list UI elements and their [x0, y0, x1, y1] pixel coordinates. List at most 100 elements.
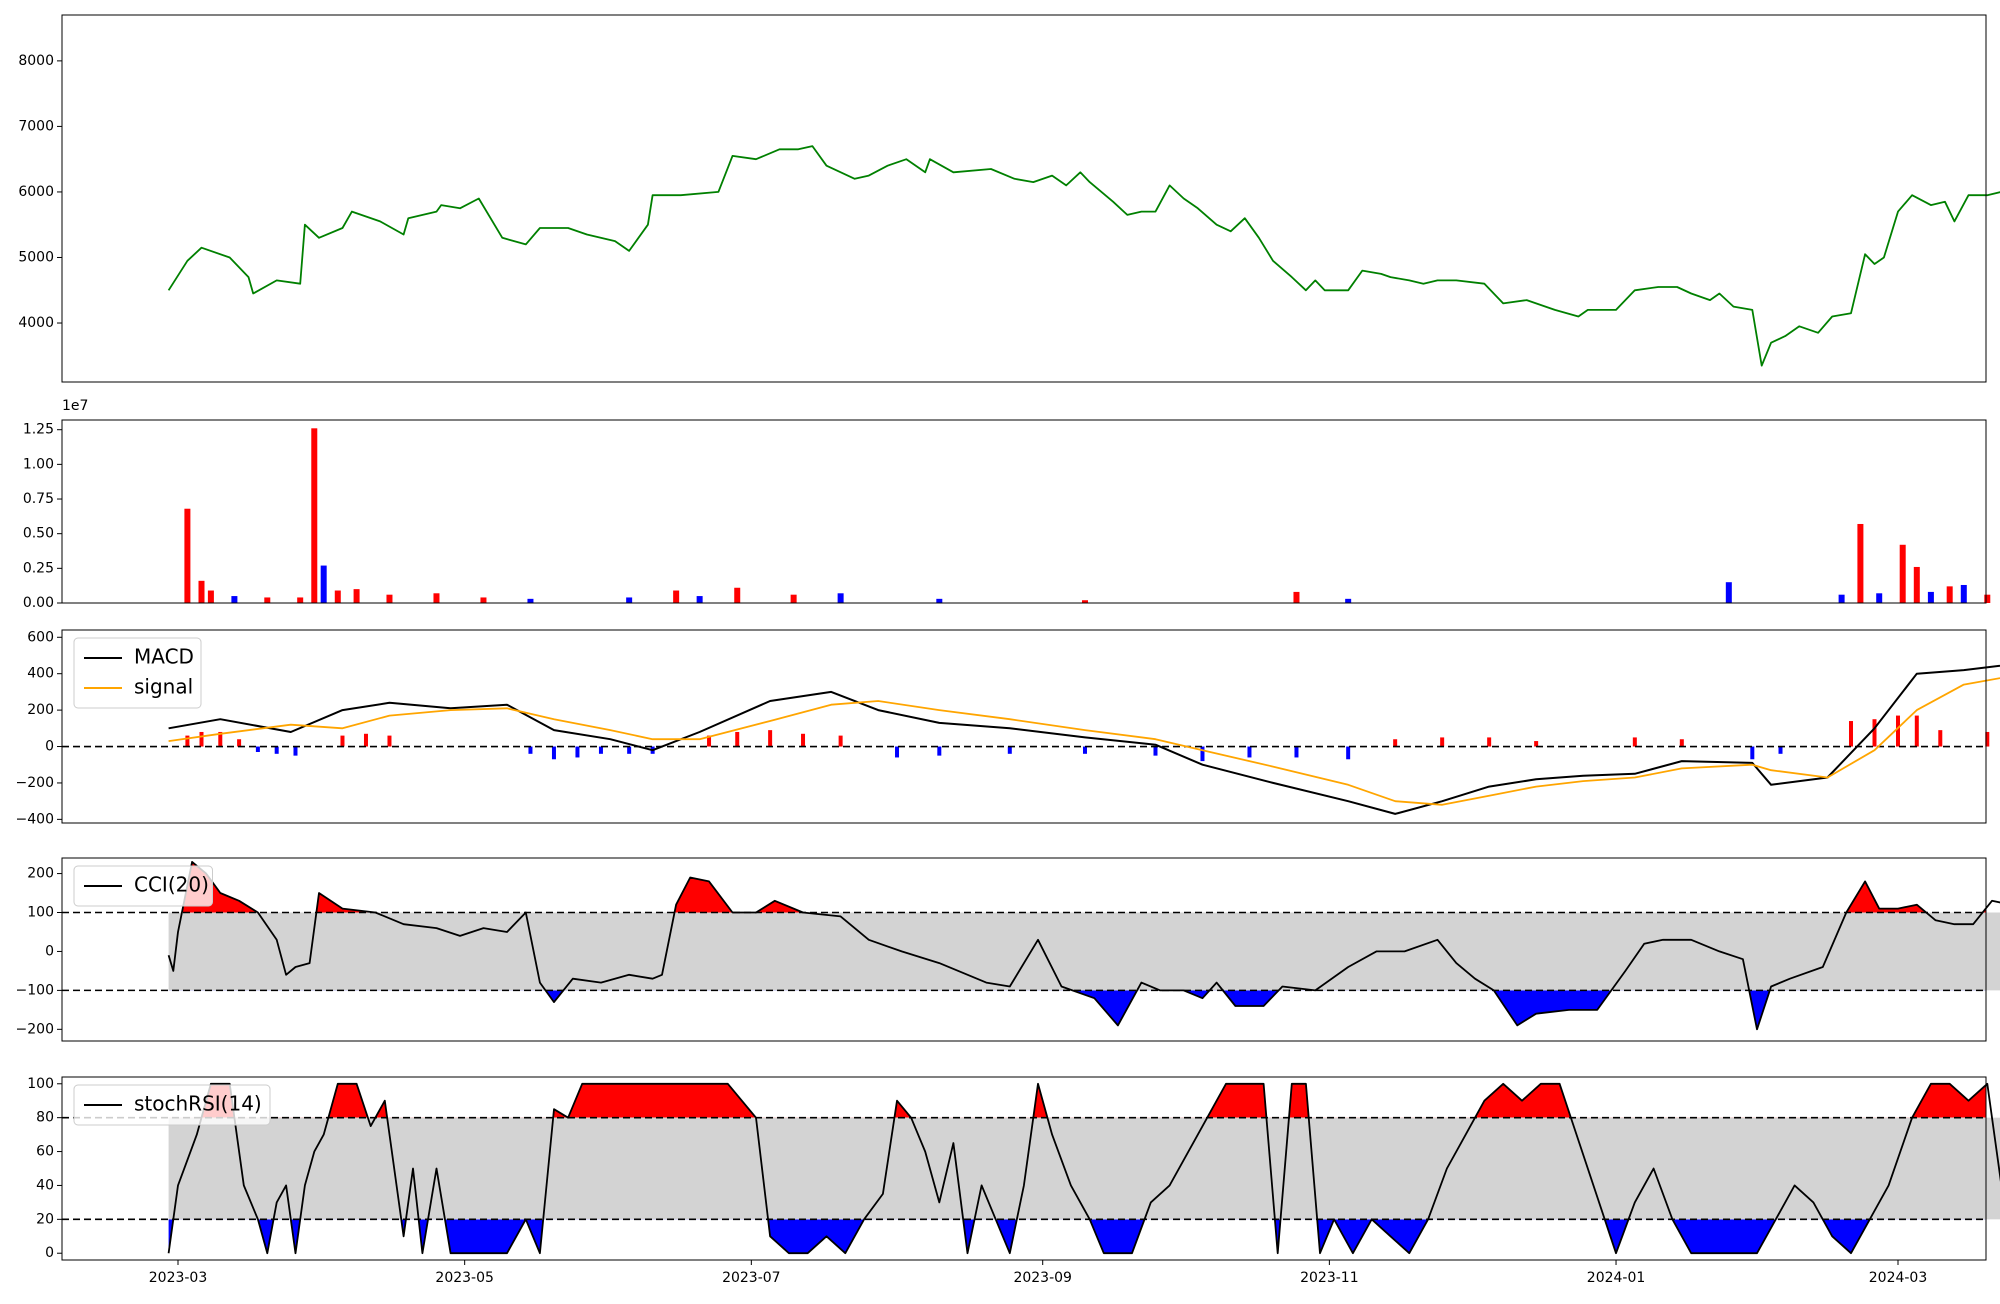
- volume-bar: [353, 589, 360, 603]
- fill-layer: [168, 861, 2000, 1254]
- macd-histogram-bar: [1346, 746, 1351, 760]
- panel-3-frame: [61, 629, 1987, 824]
- y-tick-label: 80: [36, 1110, 54, 1126]
- volume-bar: [480, 597, 487, 603]
- volume-bar: [1293, 591, 1300, 603]
- y-tick-label: 1.25: [23, 422, 54, 438]
- volume-bar: [1984, 594, 1991, 603]
- y-tick-label: 100: [27, 1076, 54, 1092]
- macd-histogram-bar: [1985, 731, 1990, 747]
- macd-histogram-bar: [551, 746, 556, 760]
- macd-histogram-bar: [363, 733, 368, 747]
- volume-bar: [837, 593, 844, 603]
- legend-box: [73, 1084, 271, 1126]
- volume-bar: [207, 590, 214, 603]
- legend-label: signal: [134, 675, 193, 699]
- x-tick-label: 2023-11: [1300, 1270, 1359, 1286]
- macd-histogram-bar: [1938, 730, 1943, 747]
- macd-histogram-bar: [1534, 741, 1539, 747]
- macd-histogram-bar: [895, 746, 900, 758]
- macd-histogram-bar: [1153, 746, 1158, 756]
- y-tick-label: 0.25: [23, 560, 54, 576]
- volume-bar: [790, 594, 797, 603]
- y-tick-label: 20: [36, 1211, 54, 1227]
- overbought-fill: [201, 1083, 1986, 1118]
- macd-histogram-bar: [735, 731, 740, 747]
- y-tick-label: 600: [27, 629, 54, 645]
- x-tick-label: 2023-05: [435, 1270, 494, 1286]
- macd-histogram-bar: [1487, 737, 1492, 747]
- x-tick-label: 2023-03: [149, 1270, 208, 1286]
- volume-bar: [527, 598, 534, 603]
- stochrsi-line: [167, 1082, 2000, 1255]
- volume-bar: [198, 580, 205, 603]
- y-tick-label: 200: [27, 866, 54, 882]
- macd-histogram-bar: [340, 735, 345, 747]
- macd-histogram-bar: [1896, 715, 1900, 747]
- y-tick-label: 1.00: [23, 456, 54, 472]
- macd-histogram-bar: [237, 739, 242, 747]
- neutral-band: [168, 912, 2000, 991]
- macd-histogram-bar: [528, 746, 533, 754]
- x-tick-label: 2024-01: [1587, 1270, 1646, 1286]
- panel-5-frame: [61, 1076, 1987, 1261]
- legend-box: [73, 865, 213, 907]
- marks-layer: [62, 145, 2000, 1255]
- volume-bar: [1838, 594, 1845, 603]
- volume-bar: [1081, 600, 1088, 603]
- macd-histogram-bar: [627, 746, 632, 754]
- y-tick-label: 400: [27, 666, 54, 682]
- macd-histogram-bar: [293, 746, 298, 756]
- volume-bar: [386, 594, 393, 603]
- macd-histogram-bar: [1914, 715, 1919, 747]
- y-tick-label: 200: [27, 702, 54, 718]
- macd-histogram-bar: [598, 746, 603, 754]
- macd-histogram-bar: [255, 746, 260, 752]
- oversold-fill: [168, 1219, 1870, 1254]
- macd-histogram-bar: [1750, 746, 1755, 760]
- macd-histogram-bar: [838, 735, 843, 747]
- macd-histogram-bar: [1393, 739, 1398, 747]
- macd-histogram-bar: [185, 735, 190, 747]
- volume-bar: [1725, 582, 1732, 603]
- y-tick-label: 0.00: [23, 595, 54, 611]
- legend-label: stochRSI(14): [134, 1092, 262, 1116]
- y-tick-label: 40: [36, 1177, 54, 1193]
- macd-histogram-bar: [274, 746, 279, 754]
- volume-bar: [1899, 544, 1906, 603]
- y-tick-label: 6000: [18, 184, 54, 200]
- macd-histogram-bar: [1872, 719, 1877, 747]
- price-line: [167, 145, 2000, 367]
- macd-line: [168, 664, 2000, 815]
- volume-bar: [1927, 591, 1934, 603]
- volume-bar: [334, 590, 341, 603]
- y-tick-label: 5000: [18, 249, 54, 265]
- signal-line: [168, 677, 2000, 806]
- y-tick-label: −100: [16, 982, 54, 998]
- volume-bar: [184, 508, 191, 603]
- macd-histogram-bar: [768, 730, 773, 747]
- macd-histogram-bar: [1778, 746, 1783, 754]
- legend-box: [73, 637, 202, 709]
- macd-histogram-bar: [1849, 721, 1854, 747]
- macd-histogram-bar: [1632, 737, 1637, 747]
- macd-histogram-bar: [801, 733, 806, 747]
- y-tick-label: −400: [16, 811, 54, 827]
- y-tick-label: −200: [16, 775, 54, 791]
- macd-histogram-bar: [707, 735, 712, 747]
- volume-bar: [311, 428, 318, 603]
- macd-histogram-bar: [387, 735, 392, 747]
- volume-bar: [1913, 566, 1920, 603]
- macd-histogram-bar: [1007, 746, 1012, 754]
- x-tick-label: 2024-03: [1869, 1270, 1928, 1286]
- volume-bar: [1960, 584, 1967, 603]
- volume-bar: [231, 596, 238, 603]
- volume-bar: [1857, 523, 1864, 603]
- macd-histogram-bar: [1200, 746, 1205, 762]
- legend-label: CCI(20): [134, 873, 209, 897]
- y-tick-label: 7000: [18, 118, 54, 134]
- y-tick-label: 100: [27, 905, 54, 921]
- macd-histogram-bar: [1247, 746, 1252, 758]
